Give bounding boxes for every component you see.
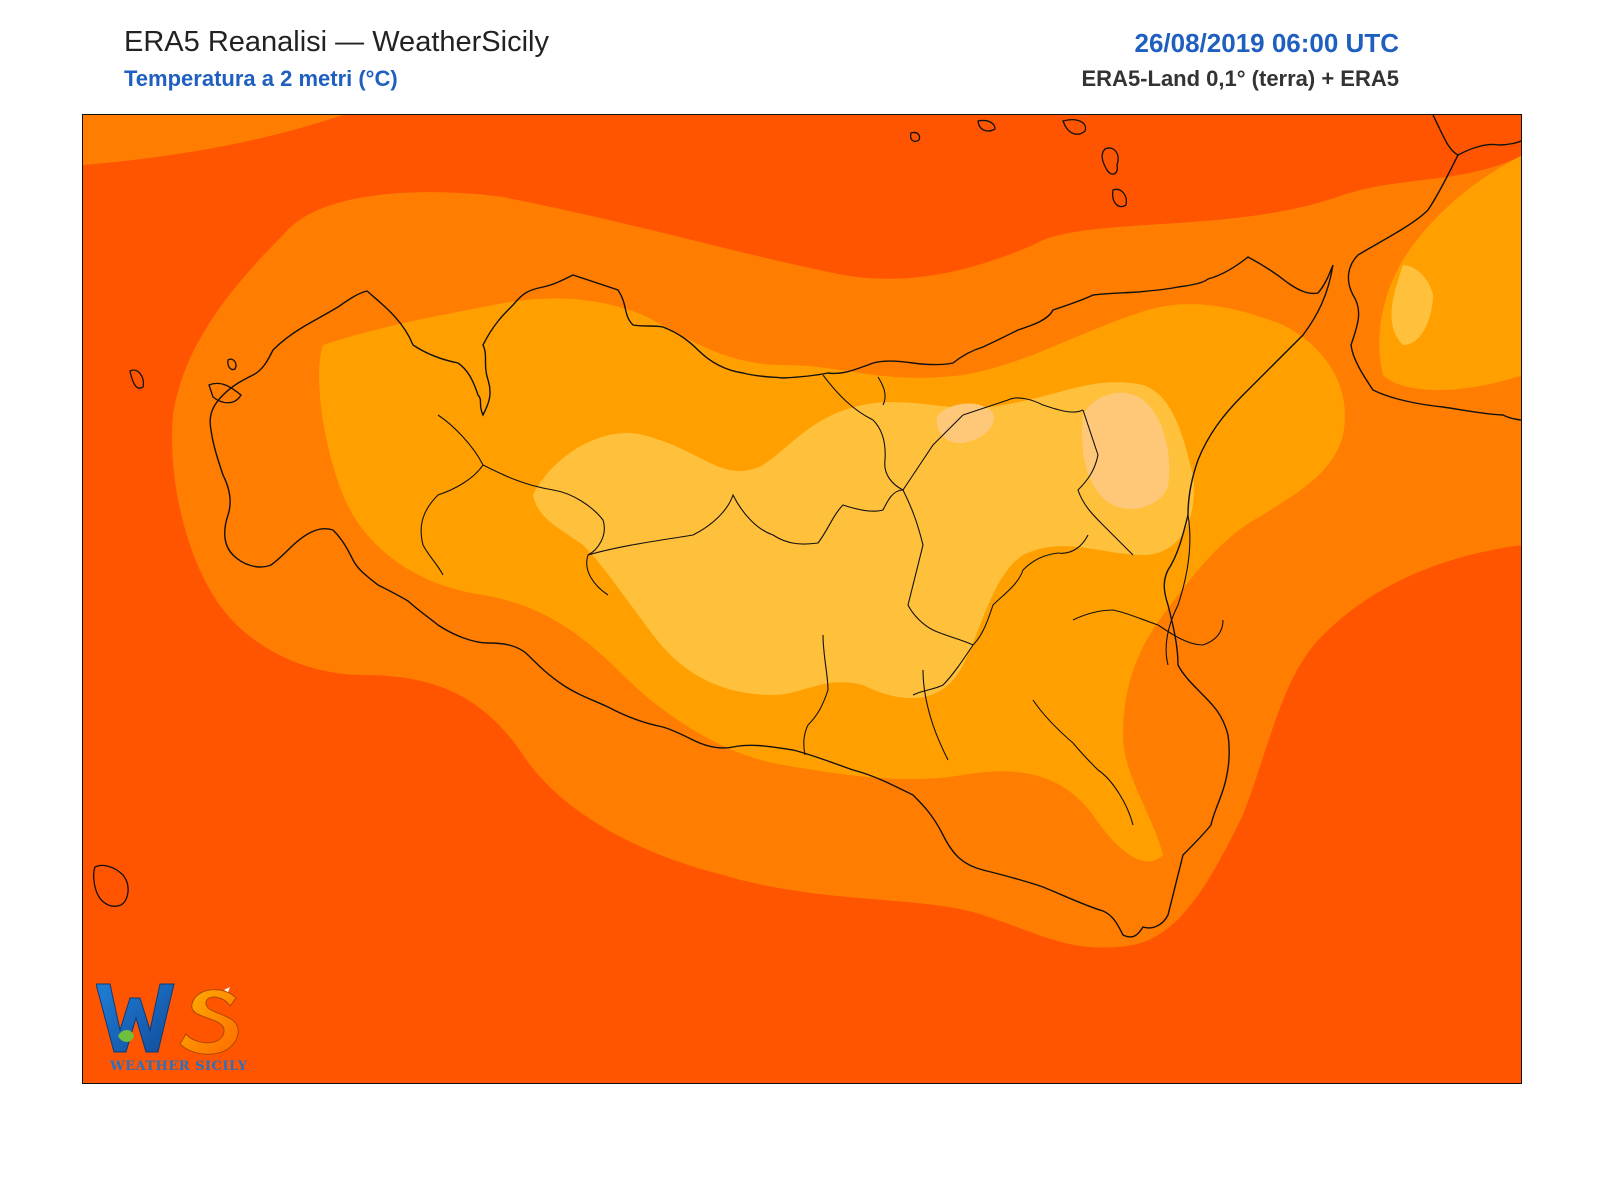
logo-text: WEATHER SICILY bbox=[110, 1059, 248, 1074]
data-source: ERA5-Land 0,1° (terra) + ERA5 bbox=[1081, 66, 1400, 91]
aeolian-islands bbox=[909, 119, 1127, 208]
province-borders bbox=[420, 374, 1224, 826]
field-18-20 bbox=[1082, 392, 1170, 509]
field-18-20-b bbox=[936, 403, 994, 444]
map-subtitle: Temperatura a 2 metri (°C) bbox=[124, 66, 398, 91]
map-title: ERA5 Reanalisi — WeatherSicily bbox=[124, 26, 549, 58]
sicily-coastline bbox=[209, 256, 1334, 938]
egadi-islands bbox=[129, 358, 242, 404]
valid-datetime: 26/08/2019 06:00 UTC bbox=[1134, 28, 1399, 58]
calabria-coastline bbox=[1347, 115, 1521, 421]
field-20-22-ne bbox=[1391, 265, 1433, 345]
map-canvas: 2423242423242424242423232425221920242323… bbox=[83, 115, 1521, 1083]
pantelleria-island bbox=[93, 864, 129, 907]
colorbar-canvas: -16-14-12-10-8-6-4-202468101214161820222… bbox=[205, 1108, 1405, 1168]
field-24-26-top bbox=[83, 115, 343, 165]
field-20-22 bbox=[533, 382, 1194, 699]
temperature-map: 2423242423242424242423232425221920242323… bbox=[82, 114, 1522, 1084]
temperature-colorbar: -16-14-12-10-8-6-4-202468101214161820222… bbox=[205, 1108, 1405, 1168]
weathersicily-logo: WEATHER SICILY bbox=[95, 980, 256, 1074]
logo-mark bbox=[95, 983, 239, 1055]
